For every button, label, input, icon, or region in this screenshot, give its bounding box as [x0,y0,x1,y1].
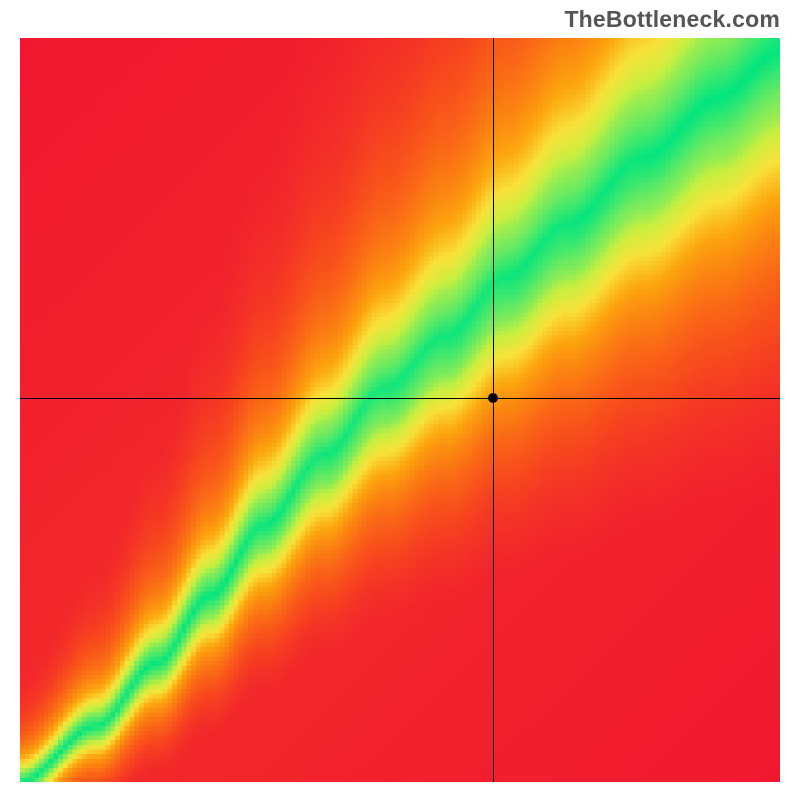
watermark: TheBottleneck.com [564,6,780,33]
heatmap-plot [20,38,780,782]
crosshair-horizontal-line [20,398,780,399]
crosshair-marker-dot [488,393,498,403]
heatmap-svg [20,38,780,782]
crosshair-vertical-line [493,38,494,782]
